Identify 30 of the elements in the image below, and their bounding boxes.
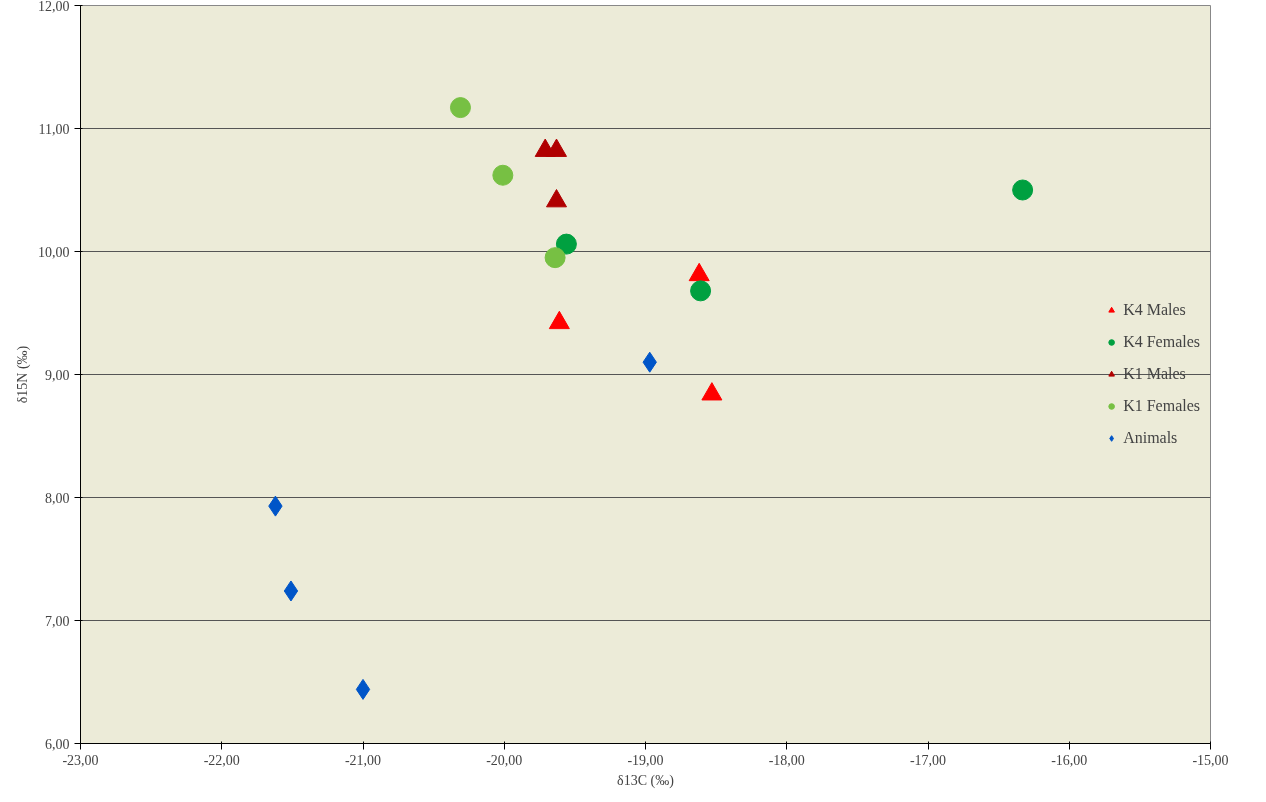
- y-tick-label: 11,00: [38, 121, 70, 137]
- x-axis-title: δ13C (‰): [617, 772, 675, 789]
- point: [355, 678, 371, 700]
- y-tick-label: 7,00: [45, 613, 70, 629]
- point: [555, 233, 577, 255]
- y-tick-label: 9,00: [45, 367, 70, 383]
- y-tick-label: 10,00: [38, 244, 70, 260]
- legend-label: K1 Females: [1123, 397, 1200, 415]
- point: [449, 97, 471, 119]
- y-tick-label: 12,00: [38, 0, 70, 14]
- y-axis-title: δ15N (‰): [15, 345, 31, 404]
- x-tick-label: -21,00: [344, 752, 382, 768]
- legend-label: K4 Males: [1123, 301, 1186, 319]
- y-tick-label: 6,00: [45, 736, 70, 752]
- legend-label: Animals: [1123, 429, 1178, 447]
- point: [544, 247, 566, 269]
- x-tick-label: -15,00: [1192, 752, 1229, 768]
- x-tick-label: -23,00: [62, 752, 99, 768]
- x-tick-label: -17,00: [909, 752, 947, 768]
- legend-label: K4 Females: [1123, 333, 1200, 351]
- x-tick-label: -16,00: [1051, 752, 1088, 768]
- point: [1012, 179, 1034, 201]
- point: [492, 164, 514, 186]
- x-tick-label: -19,00: [627, 752, 664, 768]
- point: [283, 580, 299, 602]
- y-tick-label: 8,00: [45, 490, 70, 506]
- x-tick-label: -18,00: [768, 752, 805, 768]
- x-tick-label: -20,00: [486, 752, 523, 768]
- x-tick-label: -22,00: [203, 752, 240, 768]
- point: [690, 280, 712, 302]
